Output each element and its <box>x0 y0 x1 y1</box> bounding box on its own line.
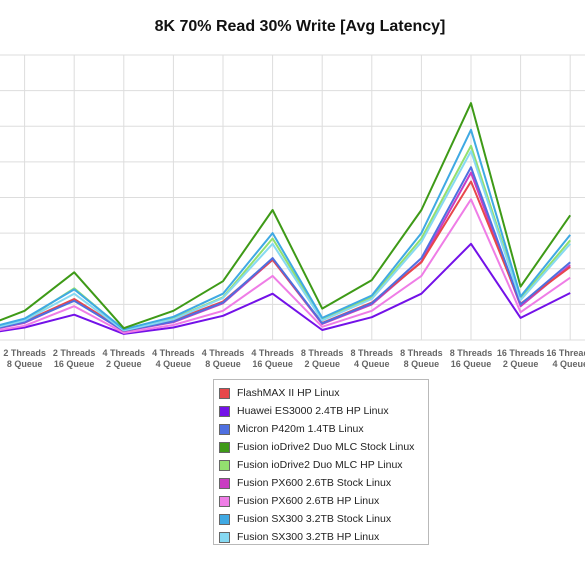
legend-label: Fusion ioDrive2 Duo MLC Stock Linux <box>237 441 415 453</box>
legend-swatch <box>219 477 230 489</box>
x-tick-label: 8 Threads <box>301 348 344 358</box>
legend: FlashMAX II HP Linux Huawei ES3000 2.4TB … <box>213 379 429 545</box>
x-tick-label: 8 Queue <box>404 359 440 369</box>
series-line-0 <box>0 180 571 331</box>
legend-item[interactable]: Fusion PX600 2.6TB HP Linux <box>219 492 428 510</box>
legend-label: Fusion SX300 3.2TB HP Linux <box>237 531 380 543</box>
legend-label: Micron P420m 1.4TB Linux <box>237 423 364 435</box>
x-tick-label: 8 Threads <box>450 348 493 358</box>
legend-label: Huawei ES3000 2.4TB HP Linux <box>237 405 389 417</box>
x-tick-label: 4 Threads <box>152 348 195 358</box>
x-tick-label: 8 Threads <box>400 348 443 358</box>
grid-lines <box>0 54 585 341</box>
x-tick-label: 4 Queue <box>354 359 390 369</box>
x-tick-label: 2 Threads <box>53 348 96 358</box>
x-tick-label: 16 Queue <box>451 359 492 369</box>
legend-item[interactable]: Micron P420m 1.4TB Linux <box>219 420 428 438</box>
legend-item[interactable]: Fusion SX300 3.2TB HP Linux <box>219 528 428 546</box>
legend-swatch <box>219 423 230 435</box>
series-line-2 <box>0 166 571 332</box>
x-tick-label: 16 Queue <box>54 359 95 369</box>
legend-item[interactable]: Fusion SX300 3.2TB Stock Linux <box>219 510 428 528</box>
legend-swatch <box>219 513 230 525</box>
x-tick-label: 4 Threads <box>202 348 245 358</box>
x-tick-label: 4 Queue <box>552 359 585 369</box>
x-tick-label: 16 Threads <box>546 348 585 358</box>
x-tick-label: 4 Threads <box>251 348 294 358</box>
legend-item[interactable]: Fusion PX600 2.6TB Stock Linux <box>219 474 428 492</box>
series-line-7 <box>0 128 571 331</box>
x-tick-label: 2 Queue <box>304 359 340 369</box>
legend-swatch <box>219 405 230 417</box>
x-tick-label: 16 Queue <box>252 359 293 369</box>
x-tick-label: 16 Threads <box>497 348 545 358</box>
x-tick-label: 8 Queue <box>7 359 43 369</box>
legend-item[interactable]: Fusion ioDrive2 Duo MLC HP Linux <box>219 456 428 474</box>
legend-label: Fusion SX300 3.2TB Stock Linux <box>237 513 392 525</box>
series-lines <box>0 102 572 335</box>
x-tick-label: 2 Threads <box>3 348 46 358</box>
x-tick-label: 4 Queue <box>156 359 192 369</box>
series-line-1 <box>0 242 571 335</box>
series-line-6 <box>0 198 571 334</box>
legend-label: Fusion PX600 2.6TB HP Linux <box>237 495 380 507</box>
legend-item[interactable]: Huawei ES3000 2.4TB HP Linux <box>219 402 428 420</box>
series-line-8 <box>0 150 571 332</box>
legend-label: FlashMAX II HP Linux <box>237 387 340 399</box>
series-line-3 <box>0 102 572 330</box>
legend-swatch <box>219 495 230 507</box>
x-tick-label: 2 Queue <box>106 359 142 369</box>
legend-swatch <box>219 441 230 453</box>
x-tick-label: 8 Queue <box>205 359 241 369</box>
series-line-4 <box>0 144 571 331</box>
legend-item[interactable]: FlashMAX II HP Linux <box>219 384 428 402</box>
x-tick-label: 8 Threads <box>351 348 394 358</box>
legend-item[interactable]: Fusion ioDrive2 Duo MLC Stock Linux <box>219 438 428 456</box>
legend-swatch <box>219 387 230 399</box>
legend-swatch <box>219 459 230 471</box>
legend-swatch <box>219 531 230 543</box>
legend-label: Fusion PX600 2.6TB Stock Linux <box>237 477 392 489</box>
x-tick-label: 4 Threads <box>103 348 146 358</box>
chart-title: 8K 70% Read 30% Write [Avg Latency] <box>154 18 446 35</box>
x-tick-label: 2 Queue <box>503 359 539 369</box>
legend-label: Fusion ioDrive2 Duo MLC HP Linux <box>237 459 403 471</box>
